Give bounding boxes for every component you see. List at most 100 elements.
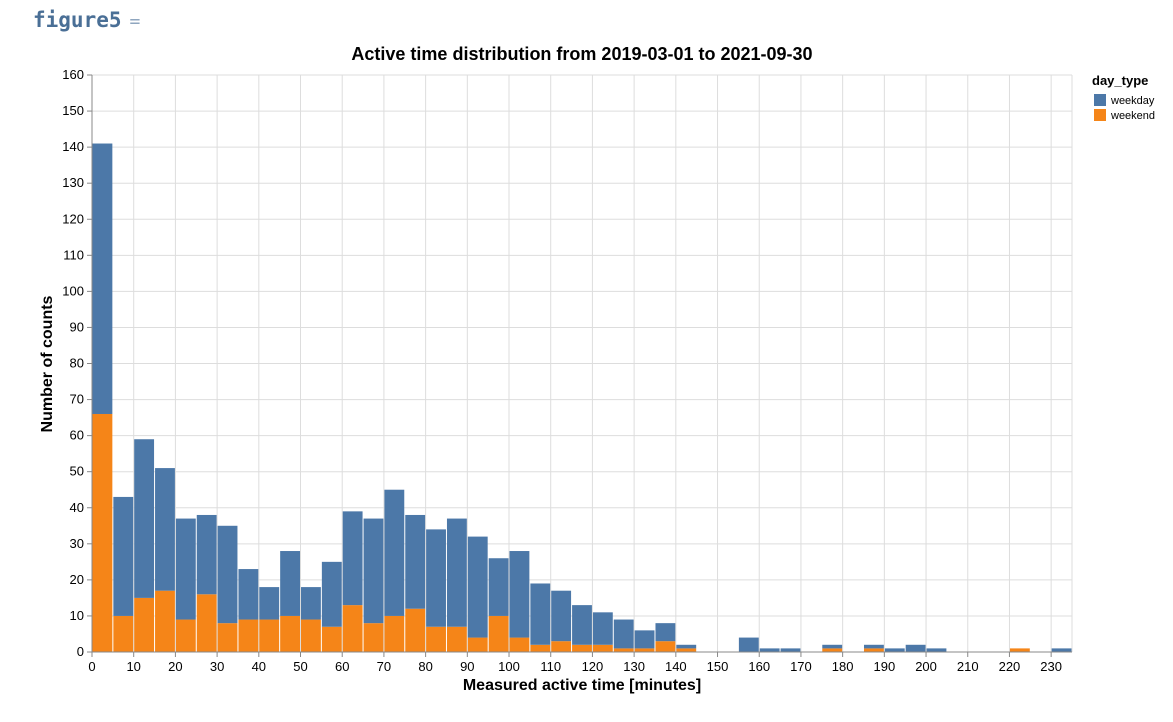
bar-weekday-30 [217, 525, 238, 624]
bar-weekday-175 [822, 644, 843, 649]
x-tick-label-13: 130 [623, 659, 645, 674]
x-tick-label-18: 180 [832, 659, 854, 674]
x-axis-title: Measured active time [minutes] [463, 677, 701, 694]
bar-weekend-30 [217, 623, 238, 652]
bar-weekend-115 [572, 644, 592, 652]
bar-weekend-0 [92, 413, 113, 652]
bar-weekend-15 [155, 590, 175, 652]
bar-weekday-195 [905, 644, 926, 652]
y-tick-label-4: 40 [70, 500, 84, 515]
bar-weekday-75 [405, 514, 426, 609]
x-tick-label-12: 120 [582, 659, 604, 674]
bar-weekday-95 [488, 558, 509, 616]
bar-weekday-120 [592, 612, 613, 645]
legend-label-weekend: weekend [1110, 110, 1155, 122]
bar-weekend-60 [342, 605, 363, 652]
bar-weekend-90 [467, 637, 488, 652]
bar-weekday-100 [509, 551, 530, 638]
x-tick-label-6: 60 [335, 659, 349, 674]
bar-weekend-125 [613, 648, 634, 652]
x-tick-label-21: 210 [957, 659, 979, 674]
bar-weekend-25 [196, 594, 217, 652]
x-tick-label-2: 20 [168, 659, 182, 674]
bar-weekday-185 [863, 644, 884, 649]
bar-weekday-165 [780, 648, 801, 652]
bar-weekday-20 [175, 518, 196, 620]
y-tick-label-15: 150 [62, 103, 84, 118]
equals-sign: = [129, 11, 141, 32]
legend: day_type weekday weekend [1092, 73, 1155, 122]
bar-weekday-125 [613, 619, 634, 649]
x-tick-label-15: 150 [707, 659, 729, 674]
x-tick-label-23: 230 [1040, 659, 1062, 674]
y-tick-label-7: 70 [70, 392, 84, 407]
bar-weekday-5 [113, 496, 134, 616]
bar-weekend-50 [301, 619, 321, 652]
bar-weekday-115 [572, 605, 592, 645]
y-tick-label-10: 100 [62, 283, 84, 298]
bars [92, 143, 1072, 652]
grid-lines [91, 74, 1073, 653]
bar-weekday-0 [92, 143, 113, 414]
bar-weekday-80 [426, 529, 446, 627]
bar-weekday-105 [530, 583, 551, 645]
x-tick-label-11: 110 [540, 659, 561, 674]
bar-weekday-50 [301, 587, 321, 620]
bar-weekend-40 [259, 619, 280, 652]
bar-weekend-70 [384, 615, 405, 652]
x-tick-label-3: 30 [210, 659, 224, 674]
bar-weekday-35 [238, 569, 259, 620]
bar-weekend-55 [321, 626, 342, 652]
bar-weekend-80 [426, 626, 446, 652]
y-tick-label-9: 90 [70, 319, 84, 334]
bar-weekend-100 [509, 637, 530, 652]
x-tick-label-10: 100 [498, 659, 520, 674]
bar-weekday-230 [1051, 648, 1072, 652]
y-tick-label-13: 130 [62, 175, 84, 190]
bar-weekday-40 [259, 587, 280, 620]
bar-weekday-55 [321, 561, 342, 627]
y-tick-label-16: 160 [62, 67, 84, 82]
x-tick-label-0: 0 [88, 659, 95, 674]
bar-weekend-95 [488, 615, 509, 652]
figure-name: figure5 [33, 8, 122, 32]
bar-weekend-130 [634, 648, 655, 652]
x-tick-label-1: 10 [126, 659, 140, 674]
x-tick-label-16: 160 [748, 659, 770, 674]
x-tick-label-14: 140 [665, 659, 687, 674]
bar-weekday-45 [280, 551, 301, 616]
bar-weekday-190 [884, 648, 905, 652]
x-tick-label-5: 50 [293, 659, 307, 674]
bar-weekend-20 [175, 619, 196, 652]
bar-weekend-140 [676, 648, 697, 652]
bar-weekday-15 [155, 468, 175, 591]
y-tick-label-1: 10 [70, 608, 84, 623]
legend-swatch-weekday [1094, 94, 1106, 106]
y-tick-label-5: 50 [70, 464, 84, 479]
y-tick-label-0: 0 [77, 644, 84, 659]
bar-weekday-90 [467, 536, 488, 638]
x-tick-label-8: 80 [418, 659, 432, 674]
y-tick-label-6: 60 [70, 428, 84, 443]
bar-weekend-105 [530, 644, 551, 652]
bar-weekday-155 [738, 637, 759, 652]
legend-swatch-weekend [1094, 109, 1106, 121]
bar-weekend-75 [405, 608, 426, 652]
bar-weekend-220 [1009, 648, 1030, 652]
bar-weekday-25 [196, 514, 217, 595]
bar-weekend-185 [863, 648, 884, 652]
bar-weekday-160 [759, 648, 780, 652]
bar-weekend-10 [134, 597, 155, 652]
axes: 0102030405060708090100110120130140150160… [62, 67, 1072, 674]
x-tick-label-7: 70 [377, 659, 391, 674]
bar-weekday-140 [676, 644, 697, 649]
bar-weekday-10 [134, 439, 155, 598]
y-tick-label-11: 110 [63, 247, 84, 262]
x-tick-label-22: 220 [999, 659, 1021, 674]
x-tick-label-9: 90 [460, 659, 474, 674]
bar-weekday-200 [926, 648, 947, 652]
y-tick-label-3: 30 [70, 536, 84, 551]
bar-weekend-85 [446, 626, 467, 652]
bar-weekday-60 [342, 511, 363, 606]
bar-weekend-110 [551, 641, 572, 652]
